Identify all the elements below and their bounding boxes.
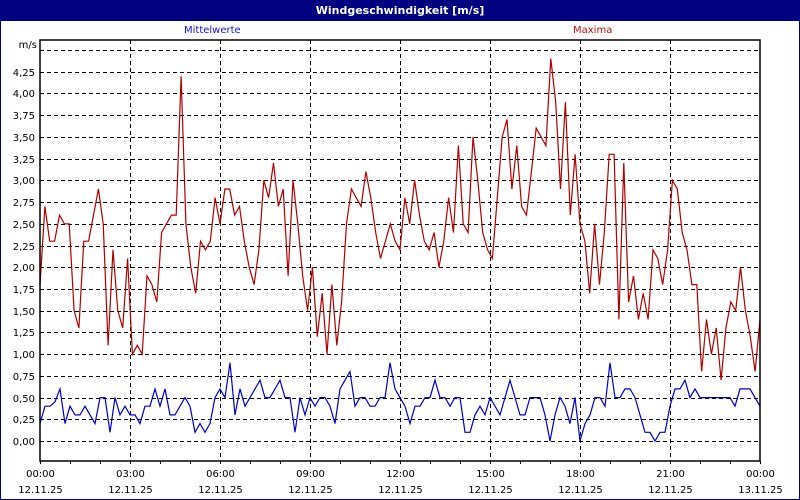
- x-tick-time: 15:00: [476, 469, 505, 480]
- y-tick-label: 0,00: [13, 437, 35, 448]
- x-tick-date: 12.11.25: [468, 485, 513, 496]
- legend-max: Maxima: [573, 25, 613, 36]
- x-tick-time: 06:00: [206, 469, 235, 480]
- y-tick-label: 3,75: [13, 111, 35, 122]
- x-tick-time: 00:00: [26, 469, 55, 480]
- y-tick-label: 1,75: [13, 285, 35, 296]
- x-tick-date: 12.11.25: [648, 485, 693, 496]
- x-tick-date: 12.11.25: [198, 485, 243, 496]
- legend-mean: Mittelwerte: [184, 25, 241, 36]
- plot-frame: [39, 39, 761, 462]
- y-tick-label: 4,25: [13, 68, 35, 79]
- y-tick-label: 1,25: [13, 328, 35, 339]
- x-tick-time: 09:00: [296, 469, 325, 480]
- y-tick-label: 2,50: [13, 220, 35, 231]
- y-tick-label: 0,75: [13, 372, 35, 383]
- x-tick-time: 00:00: [746, 469, 775, 480]
- x-tick-date: 12.11.25: [288, 485, 333, 496]
- y-tick-label: 3,00: [13, 176, 35, 187]
- y-tick-label: 2,25: [13, 242, 35, 253]
- x-tick-time: 12:00: [386, 469, 415, 480]
- y-tick-label: 1,00: [13, 350, 35, 361]
- y-tick-label: 4,00: [13, 89, 35, 100]
- x-tick-date: 12.11.25: [378, 485, 423, 496]
- y-axis-unit: m/s: [19, 40, 37, 51]
- x-tick-time: 03:00: [116, 469, 145, 480]
- series-mittelwerte-line: [39, 362, 761, 443]
- y-tick-label: 2,75: [13, 198, 35, 209]
- x-tick-time: 18:00: [566, 469, 595, 480]
- x-tick-time: 21:00: [656, 469, 685, 480]
- y-tick-label: 2,00: [13, 263, 35, 274]
- x-tick-date: 13.11.25: [738, 485, 783, 496]
- x-tick-date: 12.11.25: [18, 485, 63, 496]
- y-tick-label: 0,50: [13, 394, 35, 405]
- x-tick-date: 12.11.25: [108, 485, 153, 496]
- y-tick-label: 3,25: [13, 155, 35, 166]
- y-tick-label: 3,50: [13, 133, 35, 144]
- series-maxima-line: [39, 58, 761, 381]
- y-tick-label: 0,25: [13, 415, 35, 426]
- y-tick-label: 1,50: [13, 307, 35, 318]
- axis-labels: 0,00 0,25 0,50 0,75 1,00 1,25 1,50 1,75 2,00 2,25…: [13, 40, 783, 496]
- x-tick-date: 12.11.25: [558, 485, 603, 496]
- chart-title: Windgeschwindigkeit [m/s]: [1, 1, 799, 21]
